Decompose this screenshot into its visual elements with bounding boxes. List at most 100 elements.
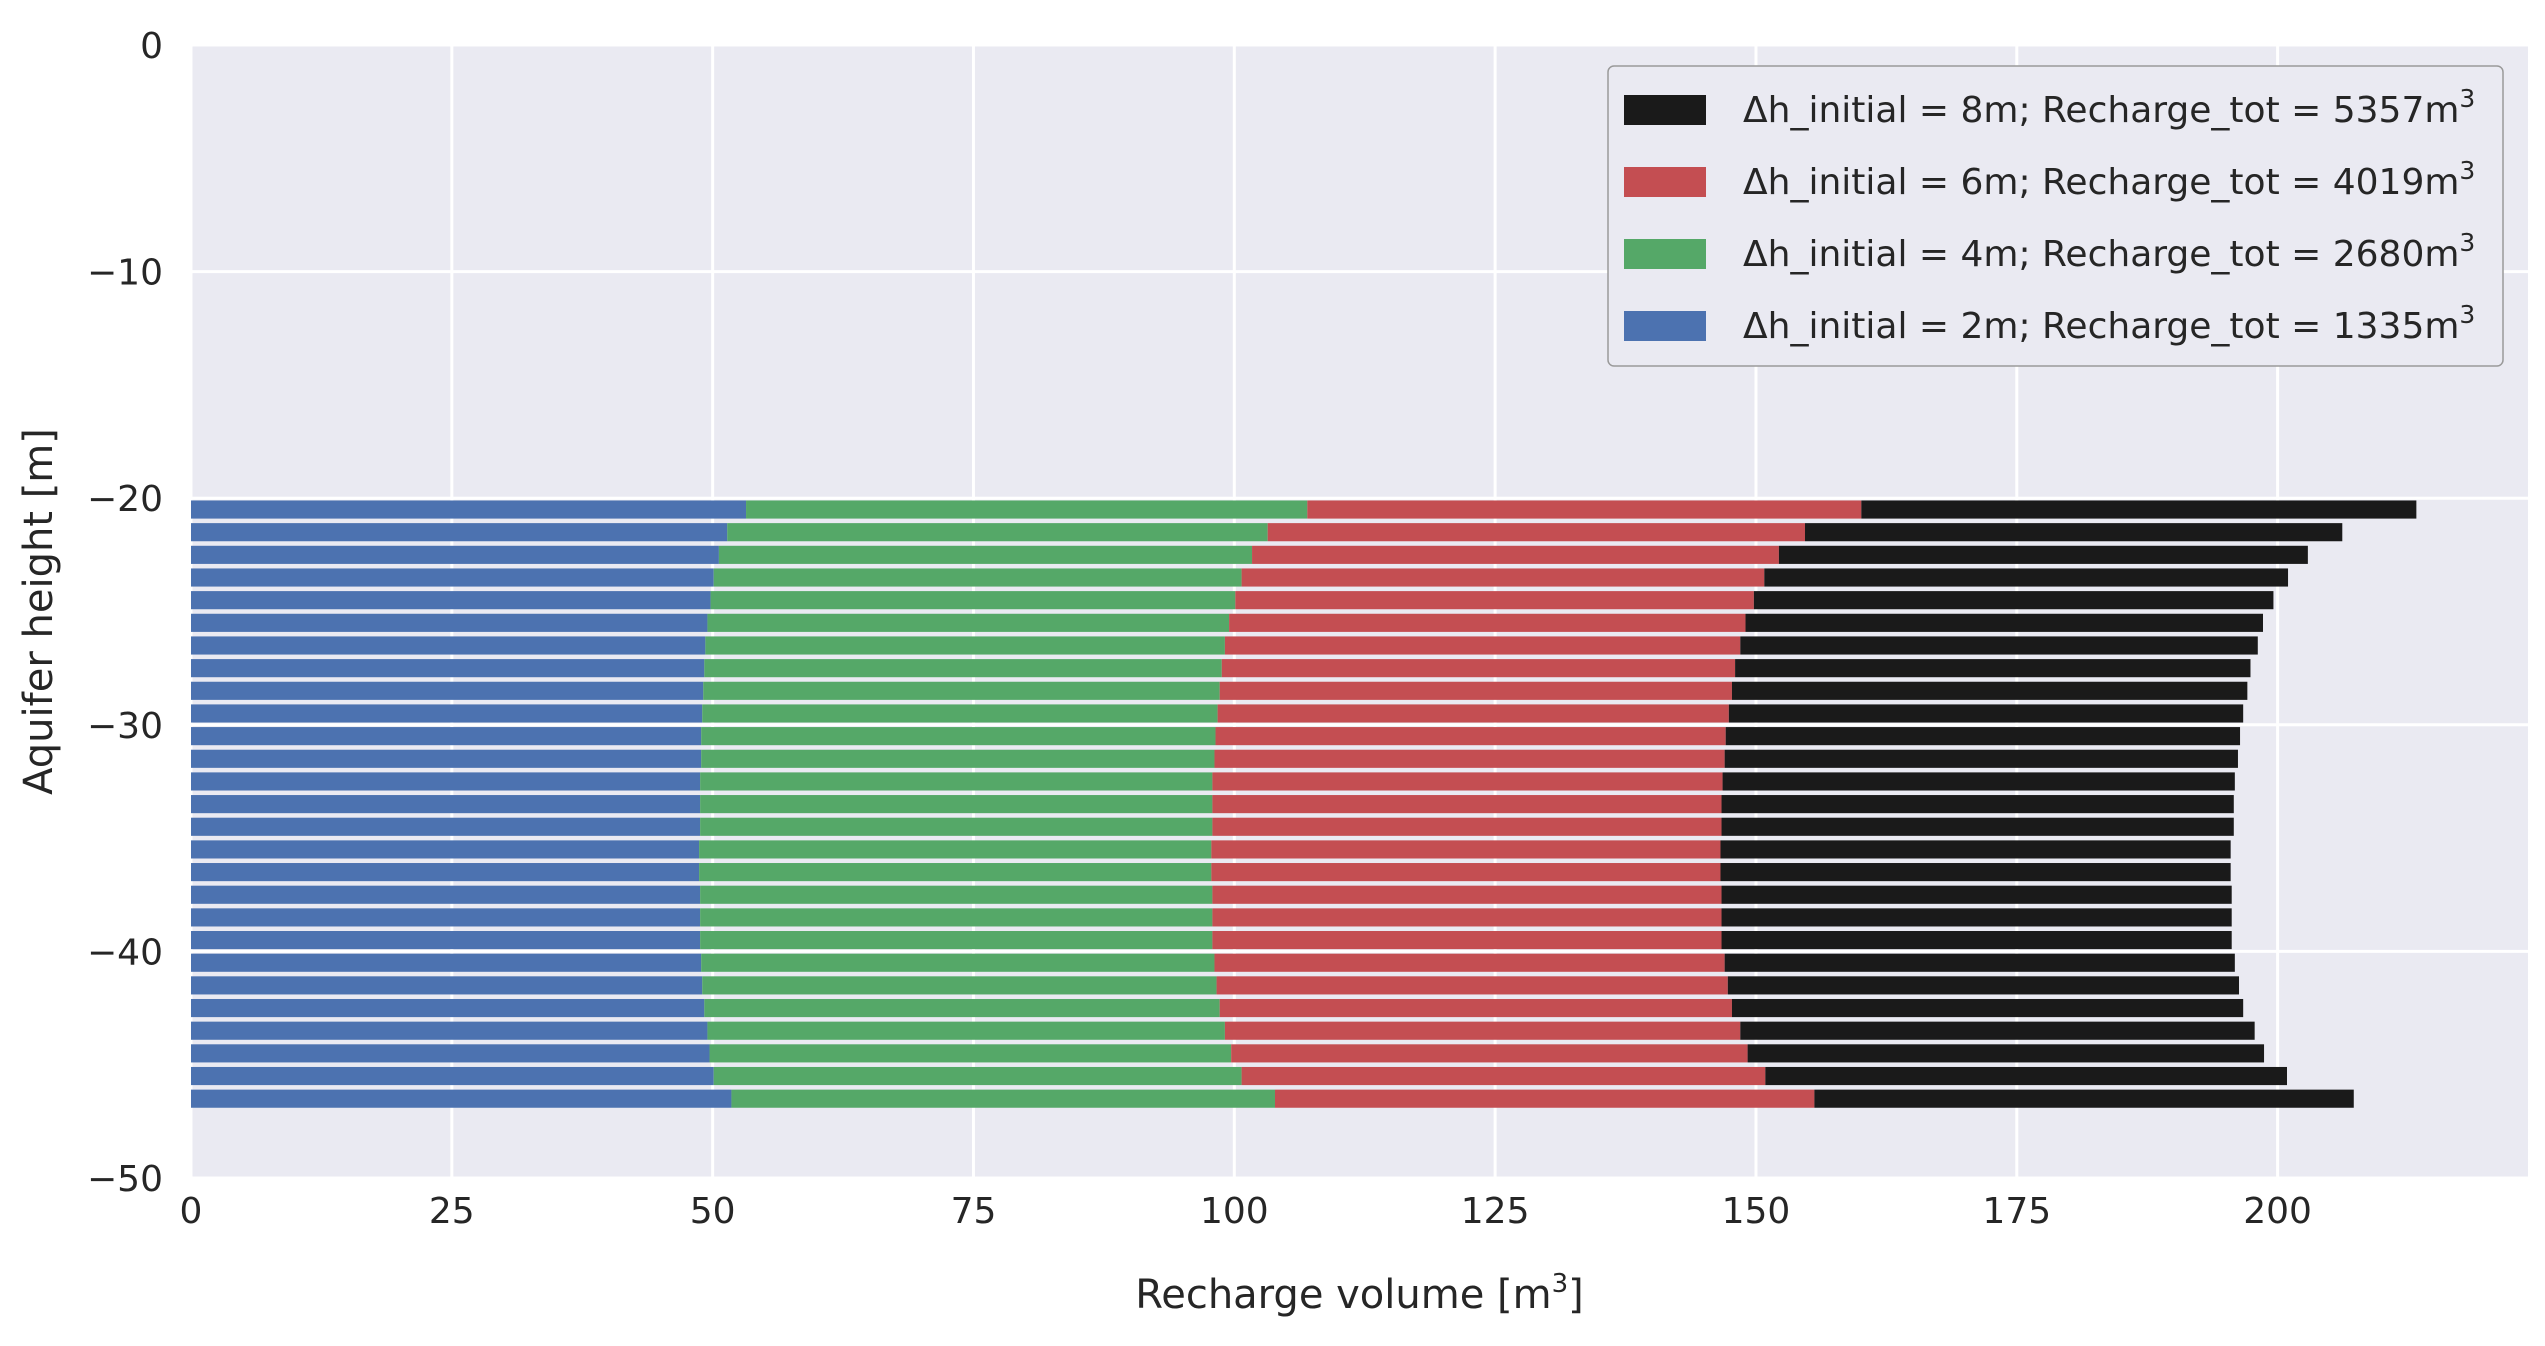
legend-swatch xyxy=(1624,167,1706,197)
bar-segment-series-1 xyxy=(191,1044,710,1063)
y-tick-label: −20 xyxy=(87,479,163,520)
bar-stack-row xyxy=(191,772,2235,791)
bar-segment-series-4 xyxy=(1721,885,2232,904)
legend: Δh_initial = 8m; Recharge_tot = 5357m3 Δh… xyxy=(1607,65,2504,367)
bar-stack-row xyxy=(191,613,2264,632)
bar-stack-row xyxy=(191,976,2240,995)
x-tick-label: 200 xyxy=(2243,1191,2312,1232)
bar-segment-series-3 xyxy=(1229,613,1746,632)
bar-segment-series-4 xyxy=(1740,636,2258,655)
bar-segment-series-3 xyxy=(1216,976,1728,995)
bar-segment-series-4 xyxy=(1747,1044,2265,1063)
bar-stack-row xyxy=(191,1089,2354,1108)
bar-segment-series-1 xyxy=(191,1066,714,1086)
bar-stack-row xyxy=(191,568,2289,587)
bar-stack-row xyxy=(191,863,2231,882)
bar-stack-row xyxy=(191,659,2251,678)
bar-segment-series-1 xyxy=(191,931,701,950)
bar-segment-series-4 xyxy=(1735,659,2251,678)
legend-swatch xyxy=(1624,95,1706,125)
bar-segment-series-2 xyxy=(699,863,1212,882)
bar-segment-series-4 xyxy=(1721,795,2234,814)
bar-stack-row xyxy=(191,1044,2265,1063)
bar-segment-series-1 xyxy=(191,840,700,859)
bar-segment-series-4 xyxy=(1721,817,2234,836)
bar-stack-row xyxy=(191,795,2234,814)
bar-segment-series-4 xyxy=(1814,1089,2354,1108)
bar-segment-series-4 xyxy=(1764,568,2289,587)
bar-segment-series-1 xyxy=(191,817,701,836)
bar-segment-series-4 xyxy=(1804,523,2343,542)
bar-segment-series-2 xyxy=(700,772,1213,791)
bar-stack-row xyxy=(191,953,2235,972)
bar-segment-series-2 xyxy=(704,998,1220,1018)
bar-segment-series-3 xyxy=(1214,749,1725,768)
bar-segment-series-3 xyxy=(1274,1089,1815,1108)
bar-segment-series-1 xyxy=(191,681,704,700)
bar-segment-series-2 xyxy=(703,681,1220,700)
bar-segment-series-4 xyxy=(1720,863,2231,882)
bar-segment-series-1 xyxy=(191,613,708,632)
bar-segment-series-1 xyxy=(191,998,705,1018)
bar-segment-series-2 xyxy=(701,749,1215,768)
bar-stack-row xyxy=(191,817,2234,836)
bar-segment-series-1 xyxy=(191,636,706,655)
bar-segment-series-1 xyxy=(191,908,701,927)
bar-stack-row xyxy=(191,704,2244,723)
bar-segment-series-3 xyxy=(1224,636,1741,655)
legend-label: Δh_initial = 4m; Recharge_tot = 2680m3 xyxy=(1743,228,2475,275)
bar-segment-series-3 xyxy=(1221,659,1736,678)
legend-label: Δh_initial = 6m; Recharge_tot = 4019m3 xyxy=(1743,156,2475,203)
x-tick-label: 100 xyxy=(1200,1191,1269,1232)
bar-stack-row xyxy=(191,749,2238,768)
bar-segment-series-4 xyxy=(1722,772,2235,791)
y-tick-label: −30 xyxy=(87,706,163,747)
bar-segment-series-1 xyxy=(191,591,711,610)
bar-segment-series-2 xyxy=(702,976,1217,995)
bar-segment-series-1 xyxy=(191,976,703,995)
y-axis-label: Aquifer height [m] xyxy=(16,428,62,795)
bar-stack-row xyxy=(191,681,2248,700)
bar-segment-series-1 xyxy=(191,885,701,904)
bar-segment-series-2 xyxy=(713,568,1242,587)
x-tick-label: 25 xyxy=(429,1191,475,1232)
x-tick-label: 50 xyxy=(690,1191,736,1232)
bar-stack-row xyxy=(191,636,2258,655)
y-axis-ticks: 0 −10 −20 −30 −40 −50 xyxy=(87,26,163,1200)
bar-stack-row xyxy=(191,545,2308,564)
bar-segment-series-2 xyxy=(713,1066,1242,1086)
bar-stack-row xyxy=(191,523,2343,542)
bar-segment-series-1 xyxy=(191,795,701,814)
bar-segment-series-4 xyxy=(1745,613,2264,632)
bar-segment-series-3 xyxy=(1214,953,1725,972)
bar-segment-series-2 xyxy=(701,727,1216,746)
y-tick-label: −50 xyxy=(87,1159,163,1200)
bar-segment-series-2 xyxy=(700,795,1213,814)
bar-segment-series-2 xyxy=(727,523,1268,542)
bar-stack-row xyxy=(191,1066,2287,1086)
bar-segment-series-3 xyxy=(1219,681,1732,700)
bar-segment-series-2 xyxy=(700,908,1213,927)
bar-segment-series-3 xyxy=(1211,863,1721,882)
bar-segment-series-1 xyxy=(191,523,728,542)
bar-segment-series-1 xyxy=(191,545,719,564)
bar-segment-series-4 xyxy=(1724,953,2235,972)
bar-segment-series-2 xyxy=(707,1021,1225,1040)
bar-segment-series-2 xyxy=(710,591,1236,610)
bar-segment-series-4 xyxy=(1721,908,2232,927)
bar-segment-series-1 xyxy=(191,772,701,791)
bar-segment-series-1 xyxy=(191,659,705,678)
bar-segment-series-2 xyxy=(704,659,1222,678)
bar-segment-series-3 xyxy=(1212,885,1722,904)
bar-segment-series-1 xyxy=(191,1089,732,1108)
bar-segment-series-4 xyxy=(1727,976,2240,995)
bar-segment-series-1 xyxy=(191,1021,708,1040)
bar-segment-series-3 xyxy=(1215,727,1726,746)
bar-segment-series-3 xyxy=(1224,1021,1741,1040)
bar-segment-series-1 xyxy=(191,704,703,723)
y-tick-label: 0 xyxy=(140,26,163,67)
bar-stack-row xyxy=(191,998,2244,1018)
bar-segment-series-4 xyxy=(1724,749,2238,768)
bar-segment-series-4 xyxy=(1861,500,2417,519)
bar-segment-series-3 xyxy=(1212,817,1722,836)
